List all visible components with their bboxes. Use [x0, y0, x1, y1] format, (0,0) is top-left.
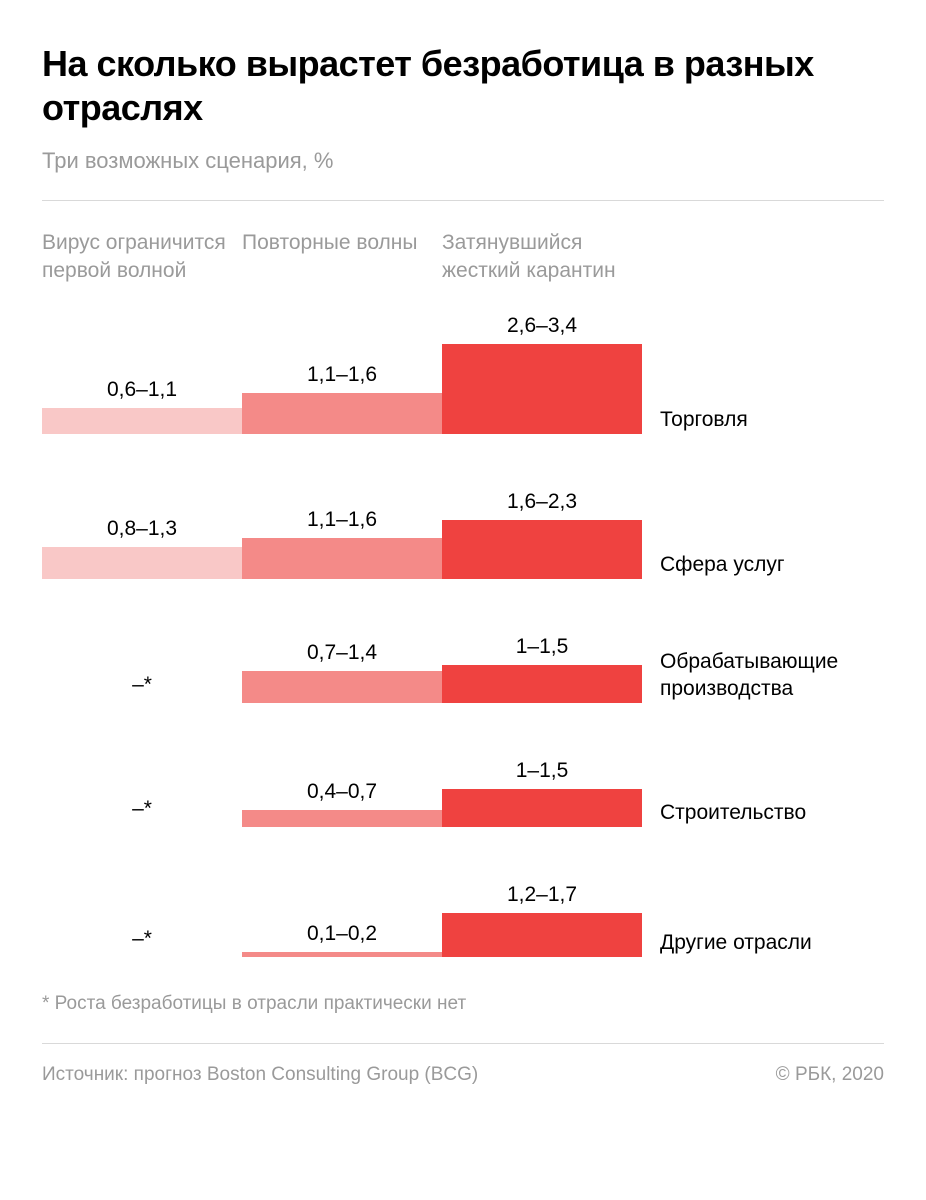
divider-top — [42, 200, 884, 201]
bar-value-label: 1–1,5 — [442, 759, 642, 783]
footer: Источник: прогноз Boston Consulting Grou… — [42, 1064, 884, 1086]
chart-row: 0,8–1,31,1–1,61,6–2,3 Сфера услуг — [42, 490, 884, 579]
sector-label: Строительство — [642, 799, 806, 826]
bar-value-label: 0,8–1,3 — [42, 517, 242, 541]
bar — [42, 547, 242, 579]
sector-label: Обрабатывающие производства — [642, 648, 872, 703]
bar — [442, 913, 642, 957]
chart-area: 0,6–1,11,1–1,62,6–3,4Торговля0,8–1,31,1–… — [42, 314, 884, 957]
bar-cell: 1,6–2,3 — [442, 490, 642, 579]
bar-value-label: 0,6–1,1 — [42, 378, 242, 402]
copyright-text: © РБК, 2020 — [776, 1064, 884, 1086]
bar-cell: 1,1–1,6 — [242, 508, 442, 579]
chart-row: –*0,7–1,41–1,5Обрабатывающие производств… — [42, 635, 884, 703]
bar — [442, 520, 642, 579]
bar-cell: 0,6–1,1 — [42, 378, 242, 434]
chart-row: 0,6–1,11,1–1,6 2,6–3,4 Торговля — [42, 314, 884, 434]
bar-value-label: 1,6–2,3 — [442, 490, 642, 514]
scenario-header-2: Затянувшийся жесткий карантин — [442, 229, 642, 286]
source-text: Источник: прогноз Boston Consulting Grou… — [42, 1064, 478, 1086]
bar-value-label: 1,2–1,7 — [442, 883, 642, 907]
scenario-header-1: Повторные волны — [242, 229, 442, 286]
sector-label: Торговля — [642, 406, 748, 433]
bar — [242, 810, 442, 827]
chart-subtitle: Три возможных сценария, % — [42, 148, 884, 174]
chart-row: –*0,4–0,71–1,5Строительство — [42, 759, 884, 827]
bar — [242, 952, 442, 957]
bar-cell: 1,2–1,7 — [442, 883, 642, 957]
scenario-header-0: Вирус ограничится первой волной — [42, 229, 242, 286]
bar-cell: –* — [42, 797, 242, 827]
bar-cell: –* — [42, 927, 242, 957]
footnote: * Роста безработицы в отрасли практическ… — [42, 993, 884, 1015]
sector-label: Сфера услуг — [642, 551, 785, 578]
bar — [42, 408, 242, 434]
bar-value-label: 0,4–0,7 — [242, 780, 442, 804]
bar-value-label: 1,1–1,6 — [242, 508, 442, 532]
bar — [442, 789, 642, 827]
divider-bottom — [42, 1043, 884, 1044]
bar-cell: 1–1,5 — [442, 635, 642, 703]
bar-cell: 0,1–0,2 — [242, 922, 442, 957]
bar-cell: 2,6–3,4 — [442, 314, 642, 434]
bar-cell: 1,1–1,6 — [242, 363, 442, 434]
bar-cell: 0,8–1,3 — [42, 517, 242, 579]
bar-cell: 1–1,5 — [442, 759, 642, 827]
bar — [442, 344, 642, 434]
bar — [242, 538, 442, 579]
bar-value-label: –* — [42, 673, 242, 697]
bar-value-label: –* — [42, 797, 242, 821]
bar — [242, 671, 442, 703]
chart-title: На сколько вырастет безработица в разных… — [42, 42, 884, 130]
bar-cell: 0,7–1,4 — [242, 641, 442, 703]
bar-value-label: –* — [42, 927, 242, 951]
bar-cell: –* — [42, 673, 242, 703]
bar — [242, 393, 442, 434]
bar-value-label: 1–1,5 — [442, 635, 642, 659]
bar-value-label: 1,1–1,6 — [242, 363, 442, 387]
chart-row: –*0,1–0,21,2–1,7Другие отрасли — [42, 883, 884, 957]
bar — [442, 665, 642, 703]
bar-value-label: 0,1–0,2 — [242, 922, 442, 946]
bar-value-label: 0,7–1,4 — [242, 641, 442, 665]
scenario-headers: Вирус ограничится первой волнойПовторные… — [42, 229, 884, 286]
sector-label: Другие отрасли — [642, 929, 812, 956]
bar-cell: 0,4–0,7 — [242, 780, 442, 827]
bar-value-label: 2,6–3,4 — [442, 314, 642, 338]
